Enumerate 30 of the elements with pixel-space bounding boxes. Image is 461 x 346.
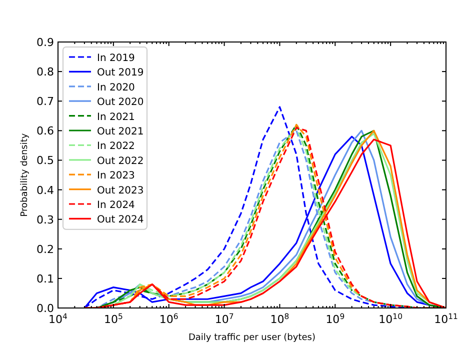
y-tick-label: 0.5 [36,154,54,168]
legend-label: In 2020 [97,82,135,94]
legend-label: Out 2022 [97,156,144,167]
y-tick-label: 0.1 [36,272,54,286]
y-tick-label: 0.4 [36,184,54,197]
legend-label: In 2021 [97,112,135,123]
legend-label: In 2019 [97,53,135,64]
legend-label: Out 2020 [97,97,144,108]
legend-label: Out 2019 [97,68,144,79]
legend-label: Out 2024 [97,214,144,226]
x-tick-label: 10$^{10}$ [378,312,403,326]
y-tick-label: 0.7 [36,95,54,108]
y-tick-label: 0.2 [36,242,54,256]
y-axis-title: Probability density [20,132,30,217]
legend-label: Out 2023 [97,185,144,196]
x-tick-label: 10$^{11}$ [434,312,458,326]
x-tick-label: 10$^{7}$ [214,312,234,326]
y-tick-label: 0.8 [36,66,54,79]
legend-label: Out 2021 [97,126,144,138]
y-tick-label: 0.6 [36,124,54,138]
x-tick-label: 10$^{8}$ [270,312,290,326]
legend-label: In 2022 [97,141,135,152]
x-axis-title: Daily traffic per user (bytes) [188,333,316,343]
legend-label: In 2023 [97,170,135,182]
x-tick-label: 10$^{9}$ [326,312,345,326]
y-tick-label: 0.3 [36,213,54,226]
x-tick-label: 10$^{5}$ [104,312,123,326]
legend-label: In 2024 [97,200,135,211]
x-tick-label: 10$^{6}$ [159,312,178,326]
y-tick-label: 0.9 [36,36,54,49]
